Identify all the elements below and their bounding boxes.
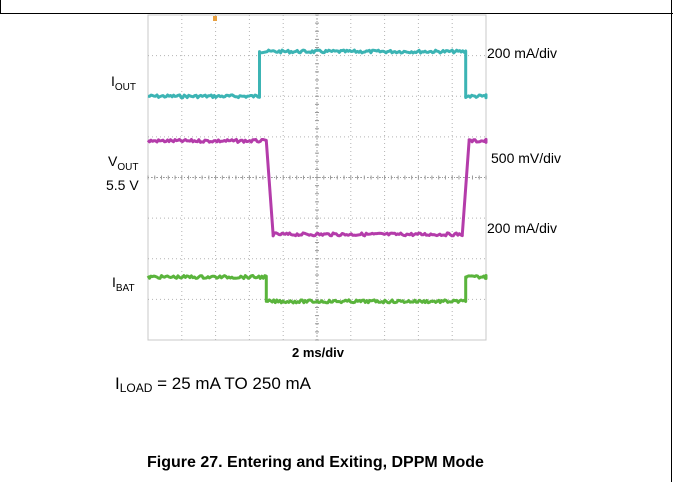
vout-label: VOUT bbox=[108, 153, 139, 173]
trace-vout bbox=[146, 137, 488, 238]
vout-offset-label: 5.5 V bbox=[106, 177, 139, 193]
ibat-label: IBAT bbox=[112, 274, 135, 294]
x-axis-scale-label: 2 ms/div bbox=[291, 345, 345, 360]
trigger-marker bbox=[213, 16, 217, 21]
trace-ibat bbox=[146, 274, 488, 305]
figure-caption: Figure 27. Entering and Exiting, DPPM Mo… bbox=[147, 454, 484, 471]
right-frame-line bbox=[671, 0, 672, 482]
scale-label-3: 200 mA/div bbox=[487, 220, 558, 236]
scale-label-2: 500 mV/div bbox=[491, 150, 562, 166]
scale-label-1: 200 mA/div bbox=[487, 45, 558, 61]
top-frame-line bbox=[0, 0, 673, 14]
left-frame-line bbox=[0, 0, 1, 14]
iout-label: IOUT bbox=[111, 73, 136, 93]
load-condition-label: ILOAD = 25 mA TO 250 mA bbox=[115, 374, 312, 395]
trace-iout bbox=[147, 48, 488, 100]
